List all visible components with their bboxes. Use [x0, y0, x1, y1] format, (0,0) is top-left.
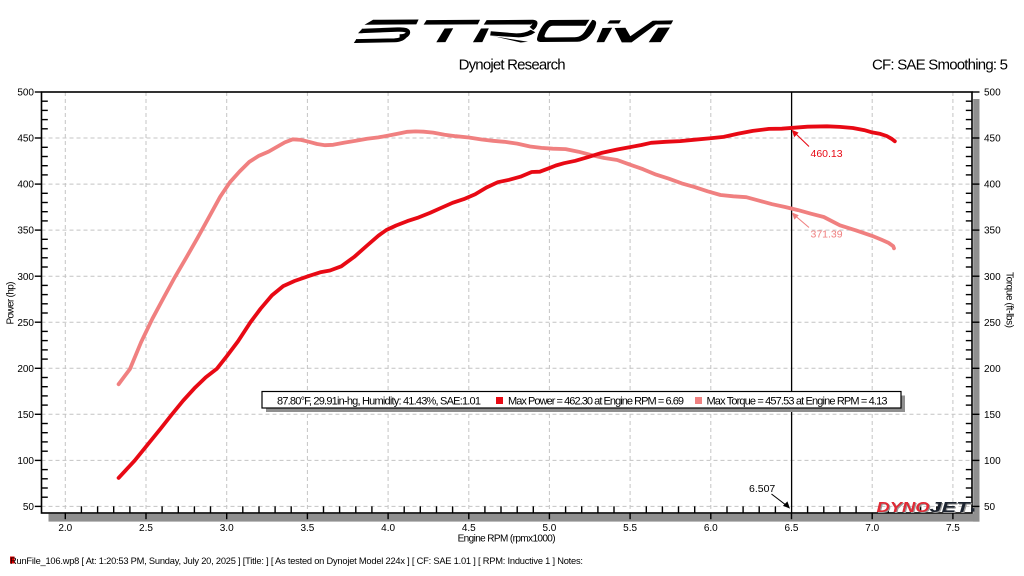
svg-text:150: 150 — [984, 410, 1001, 421]
svg-text:Engine RPM (rpmx1000): Engine RPM (rpmx1000) — [458, 534, 556, 545]
svg-text:4.0: 4.0 — [381, 523, 395, 534]
svg-text:Max Power = 462.30 at Engine R: Max Power = 462.30 at Engine RPM = 6.69 — [508, 395, 684, 407]
svg-text:5.5: 5.5 — [623, 523, 637, 534]
svg-text:350: 350 — [984, 226, 1001, 237]
svg-text:87.80°F, 29.91in-hg, Humidity:: 87.80°F, 29.91in-hg, Humidity: 41.43%, S… — [277, 395, 481, 407]
svg-text:450: 450 — [17, 134, 34, 145]
svg-text:2.5: 2.5 — [139, 523, 153, 534]
svg-text:460.13: 460.13 — [811, 148, 843, 160]
svg-text:2.0: 2.0 — [58, 523, 72, 534]
svg-text:7.5: 7.5 — [946, 523, 960, 534]
svg-text:CF: SAE Smoothing: 5: CF: SAE Smoothing: 5 — [872, 56, 1008, 73]
svg-text:5.0: 5.0 — [542, 523, 556, 534]
svg-text:RunFile_106.wp8 [ At: 1:20:53: RunFile_106.wp8 [ At: 1:20:53 PM, Sunday… — [10, 556, 583, 566]
svg-text:50: 50 — [23, 502, 35, 513]
svg-text:Max Torque = 457.53 at Engine: Max Torque = 457.53 at Engine RPM = 4.13 — [707, 395, 888, 407]
svg-text:Torque (ft-lbs): Torque (ft-lbs) — [1004, 272, 1015, 328]
svg-text:300: 300 — [984, 272, 1001, 283]
svg-text:7.0: 7.0 — [865, 523, 879, 534]
svg-text:6.5: 6.5 — [785, 523, 799, 534]
svg-text:500: 500 — [984, 88, 1001, 99]
svg-text:250: 250 — [17, 318, 34, 329]
svg-text:200: 200 — [17, 364, 34, 375]
svg-text:400: 400 — [17, 180, 34, 191]
svg-text:Power (hp): Power (hp) — [6, 282, 17, 325]
svg-text:300: 300 — [17, 272, 34, 283]
svg-text:500: 500 — [17, 88, 34, 99]
svg-text:3.5: 3.5 — [300, 523, 314, 534]
svg-text:6.507: 6.507 — [749, 483, 775, 495]
svg-text:371.39: 371.39 — [811, 229, 843, 241]
svg-text:Dynojet Research: Dynojet Research — [459, 57, 566, 74]
svg-text:DYNO: DYNO — [878, 500, 931, 517]
svg-text:150: 150 — [17, 410, 34, 421]
svg-text:450: 450 — [984, 134, 1001, 145]
svg-text:200: 200 — [984, 364, 1001, 375]
svg-text:3.0: 3.0 — [220, 523, 234, 534]
svg-text:DYNO: DYNO — [877, 499, 930, 516]
svg-text:100: 100 — [984, 456, 1001, 467]
svg-text:100: 100 — [17, 456, 34, 467]
svg-text:JET: JET — [931, 500, 974, 517]
svg-text:400: 400 — [984, 180, 1001, 191]
svg-text:350: 350 — [17, 226, 34, 237]
svg-text:4.5: 4.5 — [462, 523, 476, 534]
svg-text:50: 50 — [984, 502, 996, 513]
svg-text:250: 250 — [984, 318, 1001, 329]
svg-text:JET: JET — [930, 499, 973, 516]
svg-text:6.0: 6.0 — [704, 523, 718, 534]
